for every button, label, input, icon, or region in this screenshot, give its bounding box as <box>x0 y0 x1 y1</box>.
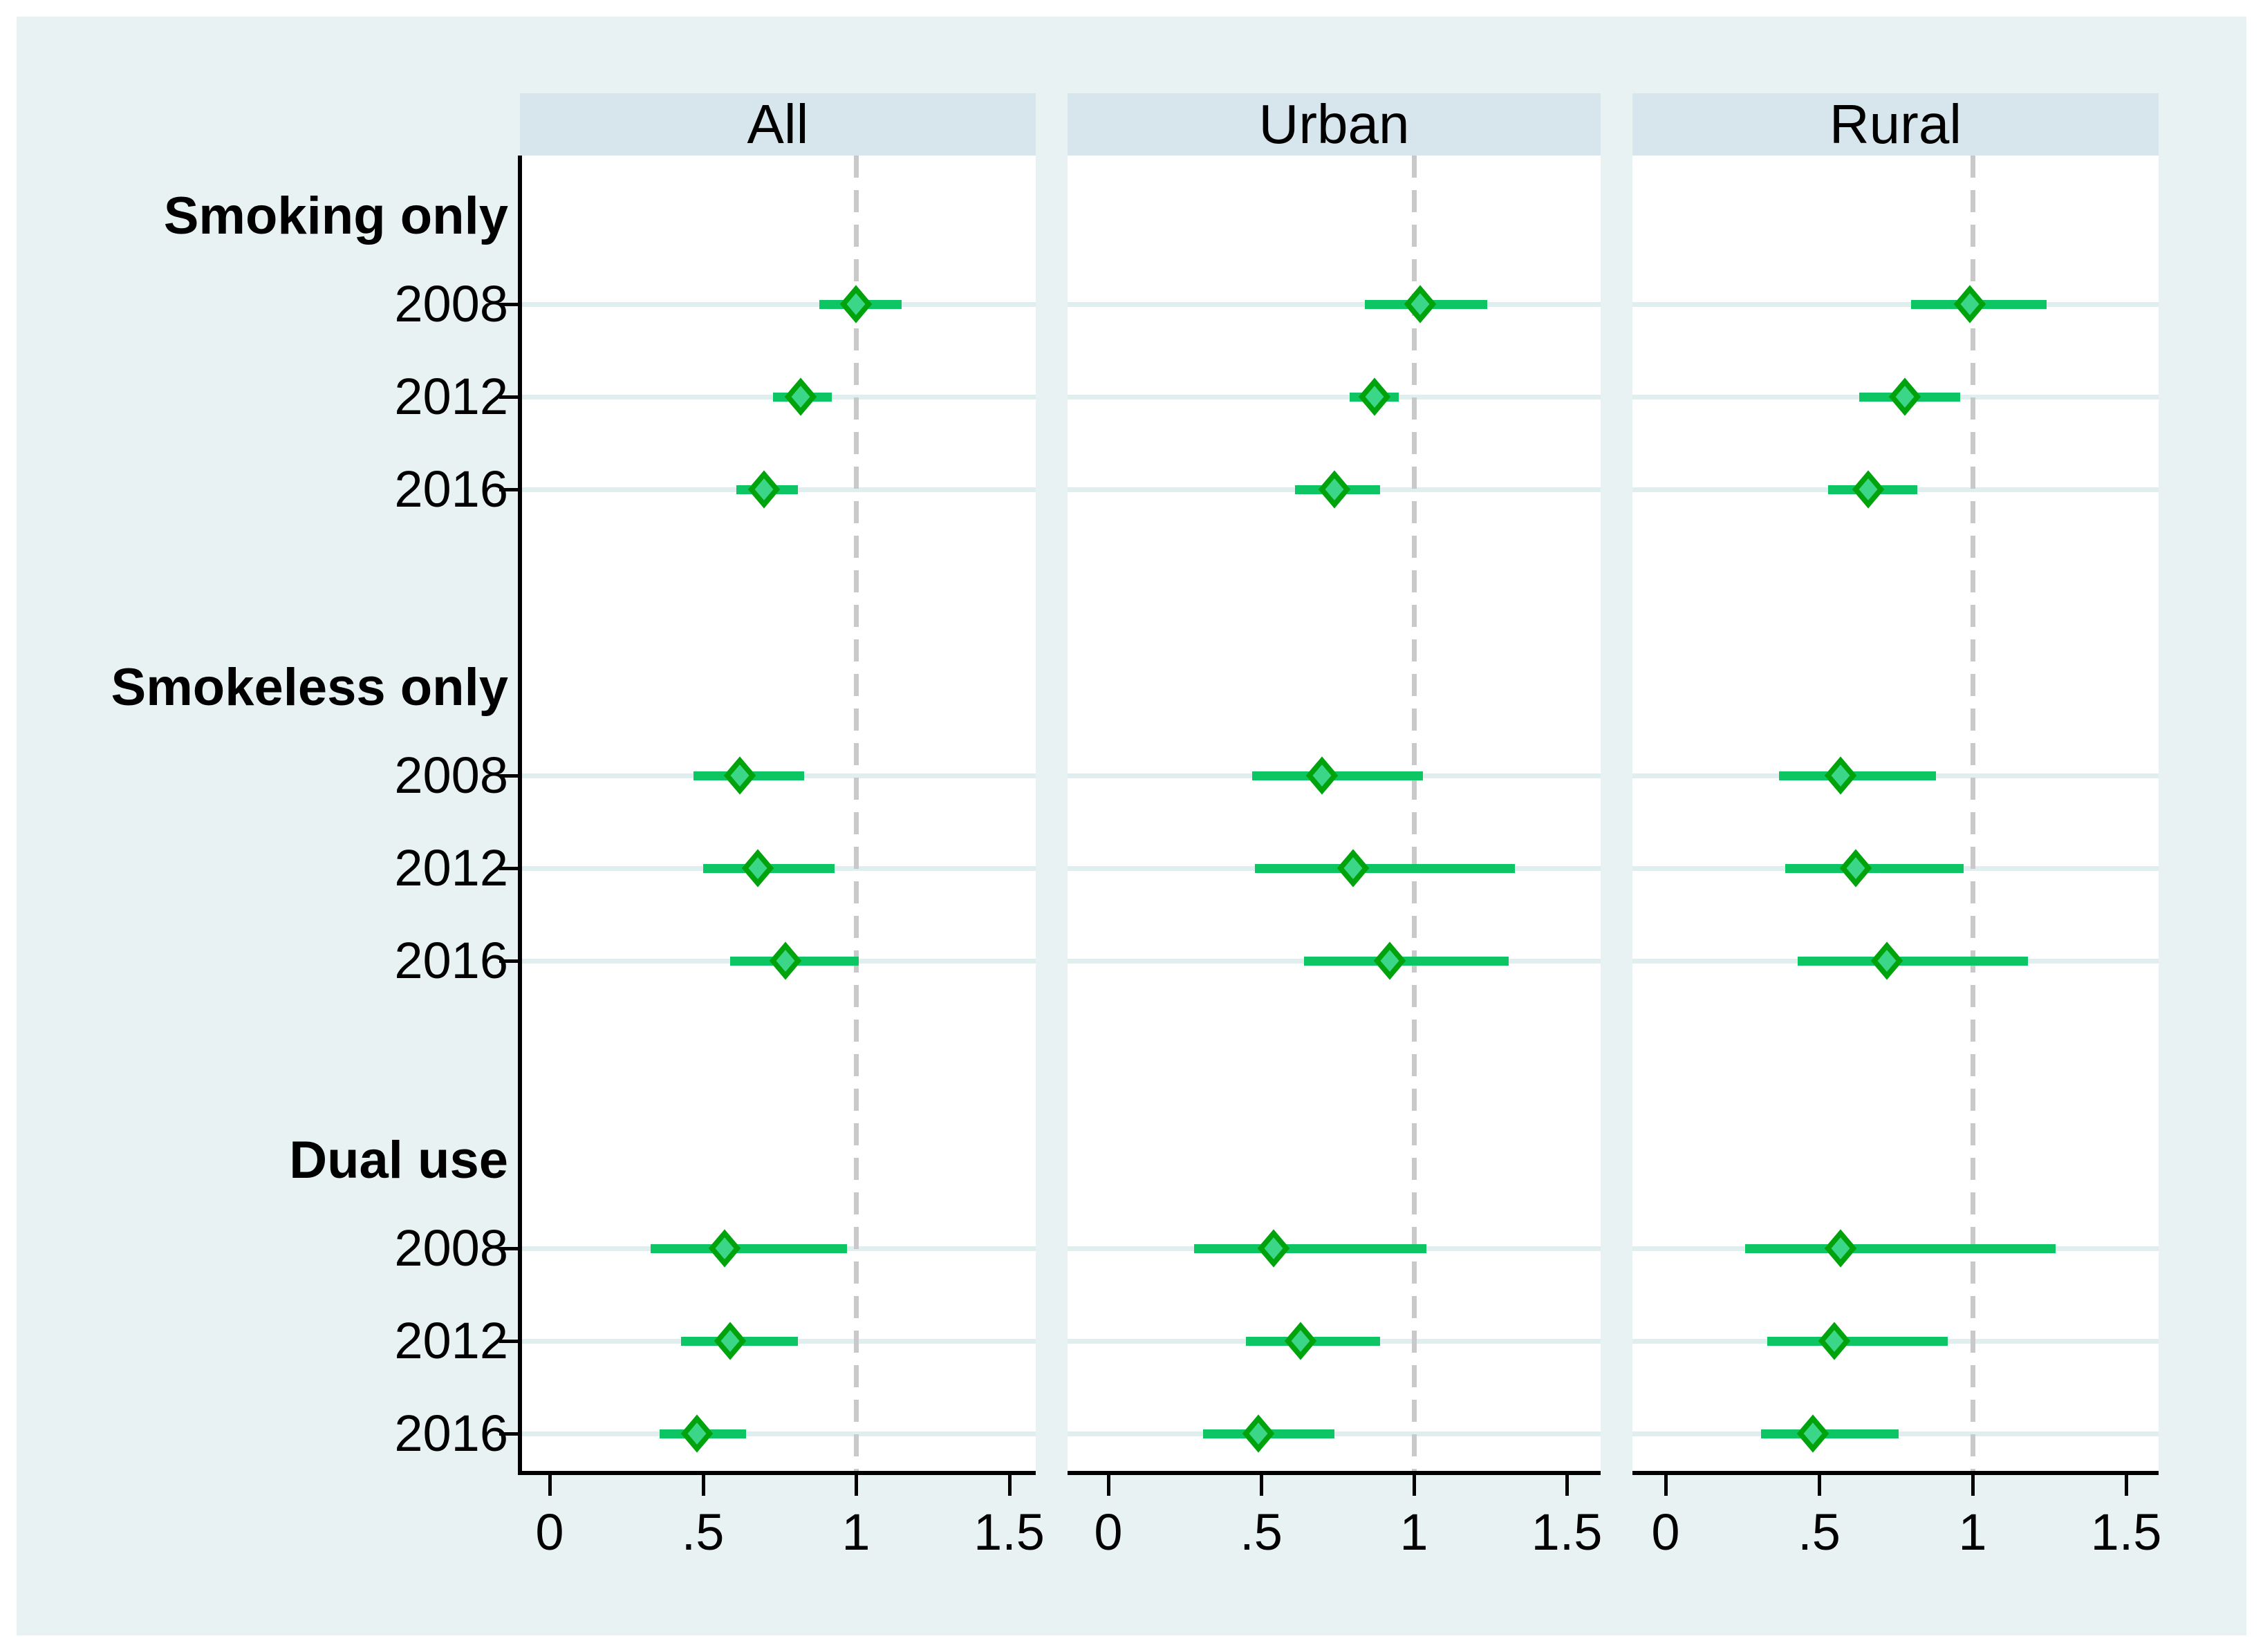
reference-line-at-1 <box>1971 156 1975 1471</box>
y-group-label: Dual use <box>289 1131 508 1190</box>
ci-line <box>1779 771 1936 780</box>
y-year-label: 2012 <box>394 839 508 897</box>
ci-line <box>1760 1429 1899 1438</box>
panel-plot-urban <box>1068 156 1601 1471</box>
y-year-label: 2016 <box>394 460 508 518</box>
x-tick-label: 0 <box>1094 1503 1123 1561</box>
y-tick <box>499 867 520 870</box>
y-year-label: 2008 <box>394 747 508 804</box>
x-tick <box>1818 1473 1821 1496</box>
x-tick-label: 1 <box>1399 1503 1428 1561</box>
y-group-label: Smoking only <box>163 187 508 245</box>
x-tick <box>1413 1473 1416 1496</box>
row-gridline <box>1632 302 2159 307</box>
panel-header-rural: Rural <box>1632 93 2159 156</box>
ci-line <box>1303 957 1509 966</box>
ci-line <box>651 1244 847 1253</box>
ci-line <box>1797 957 2028 966</box>
x-tick-label: 1.5 <box>2090 1503 2162 1561</box>
ci-line <box>1193 1244 1426 1253</box>
y-year-label: 2008 <box>394 1219 508 1277</box>
x-tick <box>2125 1473 2128 1496</box>
x-tick <box>1565 1473 1569 1496</box>
x-tick-label: .5 <box>1798 1503 1841 1561</box>
reference-line-at-1 <box>1412 156 1417 1471</box>
y-year-label: 2012 <box>394 1312 508 1369</box>
y-tick <box>499 1432 520 1436</box>
ci-line <box>1767 1337 1948 1346</box>
x-tick-label: 1.5 <box>1531 1503 1603 1561</box>
x-axis-line <box>1632 1471 2159 1475</box>
ci-line <box>1255 864 1515 873</box>
ci-line <box>1785 864 1964 873</box>
x-tick-label: .5 <box>1240 1503 1283 1561</box>
y-year-label: 2016 <box>394 1405 508 1462</box>
y-tick <box>499 395 520 399</box>
y-year-label: 2016 <box>394 932 508 989</box>
x-tick <box>1260 1473 1263 1496</box>
x-tick-label: 1.5 <box>974 1503 1045 1561</box>
ci-line <box>1745 1244 2056 1253</box>
y-group-label: Smokeless only <box>111 658 509 717</box>
y-tick <box>499 1247 520 1250</box>
x-tick <box>1007 1473 1012 1496</box>
y-year-label: 2012 <box>394 368 508 425</box>
y-year-label: 2008 <box>394 275 508 332</box>
panel-plot-rural <box>1632 156 2159 1471</box>
y-tick <box>499 303 520 306</box>
y-axis-line <box>518 156 522 1475</box>
x-tick <box>701 1473 705 1496</box>
y-tick <box>499 774 520 778</box>
x-tick-label: 1 <box>841 1503 870 1561</box>
row-gridline <box>520 302 1036 307</box>
x-tick <box>1971 1473 1975 1496</box>
row-gridline <box>1068 302 1601 307</box>
x-axis-line <box>520 1471 1036 1475</box>
y-tick <box>499 959 520 963</box>
x-tick <box>1664 1473 1668 1496</box>
x-tick <box>855 1473 858 1496</box>
x-axis-line <box>1068 1471 1601 1475</box>
x-tick <box>548 1473 552 1496</box>
panel-header-urban: Urban <box>1068 93 1601 156</box>
row-gridline <box>520 1432 1036 1436</box>
y-tick <box>499 488 520 491</box>
x-tick-label: .5 <box>681 1503 725 1561</box>
reference-line-at-1 <box>854 156 859 1471</box>
panel-plot-all <box>520 156 1036 1471</box>
panel-header-all: All <box>520 93 1036 156</box>
y-tick <box>499 1340 520 1343</box>
row-gridline <box>1068 395 1601 400</box>
x-tick-label: 0 <box>535 1503 564 1561</box>
x-tick-label: 0 <box>1651 1503 1680 1561</box>
x-tick-label: 1 <box>1958 1503 1987 1561</box>
x-tick <box>1107 1473 1110 1496</box>
